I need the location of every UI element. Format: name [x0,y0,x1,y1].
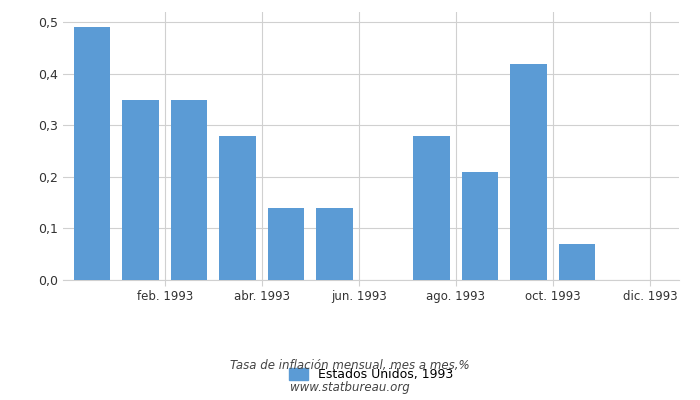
Bar [510,64,547,280]
Bar [316,208,353,280]
Bar [268,208,304,280]
Legend: Estados Unidos, 1993: Estados Unidos, 1993 [284,363,458,386]
Bar [414,136,450,280]
Bar [171,100,207,280]
Bar [559,244,595,280]
Text: www.statbureau.org: www.statbureau.org [290,382,410,394]
Bar [122,100,159,280]
Text: Tasa de inflación mensual, mes a mes,%: Tasa de inflación mensual, mes a mes,% [230,360,470,372]
Bar [219,136,256,280]
Bar [74,28,111,280]
Bar [462,172,498,280]
